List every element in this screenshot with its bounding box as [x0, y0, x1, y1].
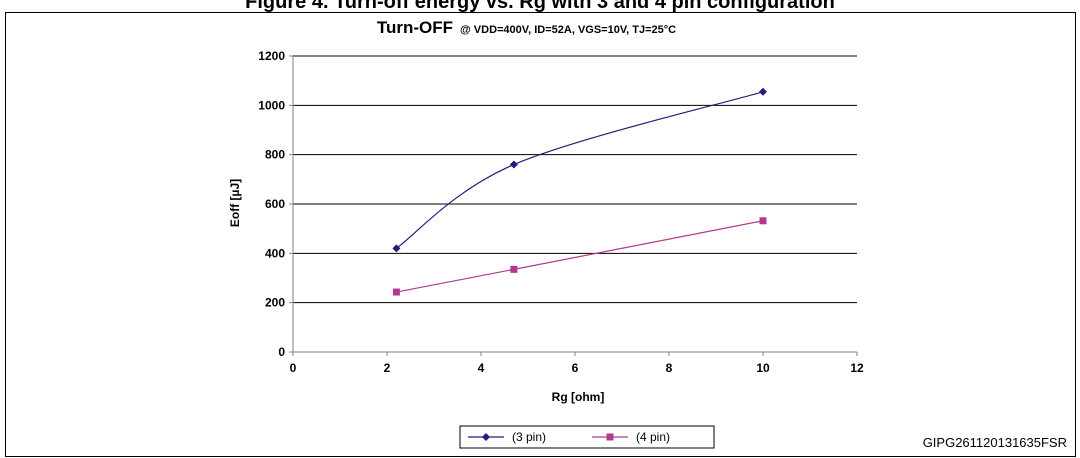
x-axis-label: Rg [ohm]: [552, 390, 605, 404]
series-line-0: [396, 91, 764, 249]
series-1-point-1: [510, 265, 518, 273]
plot-area: [392, 87, 767, 296]
y-tick-label-4: 800: [265, 148, 285, 162]
chart-subtitle: @ VDD=400V, ID=52A, VGS=10V, TJ=25°C: [460, 24, 676, 36]
legend: (3 pin) (4 pin): [459, 425, 715, 449]
x-tick-labels: 0 2 4 6 8 10 12: [290, 361, 864, 375]
x-tick-label-2: 4: [478, 361, 485, 375]
chart-svg: Turn-OFF @ VDD=400V, ID=52A, VGS=10V, TJ…: [228, 18, 864, 449]
figure-heading: Figure 4. Turn-off energy vs. Rg with 3 …: [245, 0, 835, 13]
x-tick-label-4: 8: [666, 361, 673, 375]
legend-swatch-marker-0: [482, 433, 490, 441]
y-tick-label-6: 1200: [258, 49, 285, 63]
y-axis-label: Eoff [µJ]: [228, 179, 242, 227]
chart-frame: Turn-OFF @ VDD=400V, ID=52A, VGS=10V, TJ…: [5, 12, 1076, 457]
x-tick-label-6: 12: [850, 361, 864, 375]
legend-swatch-marker-1: [606, 433, 614, 441]
y-tick-label-1: 200: [265, 296, 285, 310]
x-tick-label-1: 2: [384, 361, 391, 375]
gridlines: [293, 55, 857, 304]
series-0-point-1: [509, 160, 518, 169]
x-tick-label-3: 6: [572, 361, 579, 375]
y-tick-label-5: 1000: [258, 98, 285, 112]
chart-title: Turn-OFF: [377, 18, 453, 37]
legend-label-0: (3 pin): [512, 430, 546, 444]
series-1-point-2: [759, 217, 767, 225]
legend-box: [459, 425, 715, 449]
series-line-1: [396, 220, 764, 293]
y-tick-label-2: 400: [265, 246, 285, 260]
x-tick-label-0: 0: [290, 361, 297, 375]
series-1-point-0: [392, 288, 400, 296]
y-tick-label-0: 0: [278, 345, 285, 359]
y-tick-labels: 0 200 400 600 800 1000 1200: [258, 49, 285, 359]
y-tick-label-3: 600: [265, 197, 285, 211]
x-tick-label-5: 10: [756, 361, 770, 375]
axes: [289, 55, 858, 356]
figure-code: GIPG261120131635FSR: [922, 435, 1067, 450]
series-0-point-2: [759, 87, 767, 96]
legend-label-1: (4 pin): [636, 430, 670, 444]
series-0-point-0: [392, 244, 401, 253]
